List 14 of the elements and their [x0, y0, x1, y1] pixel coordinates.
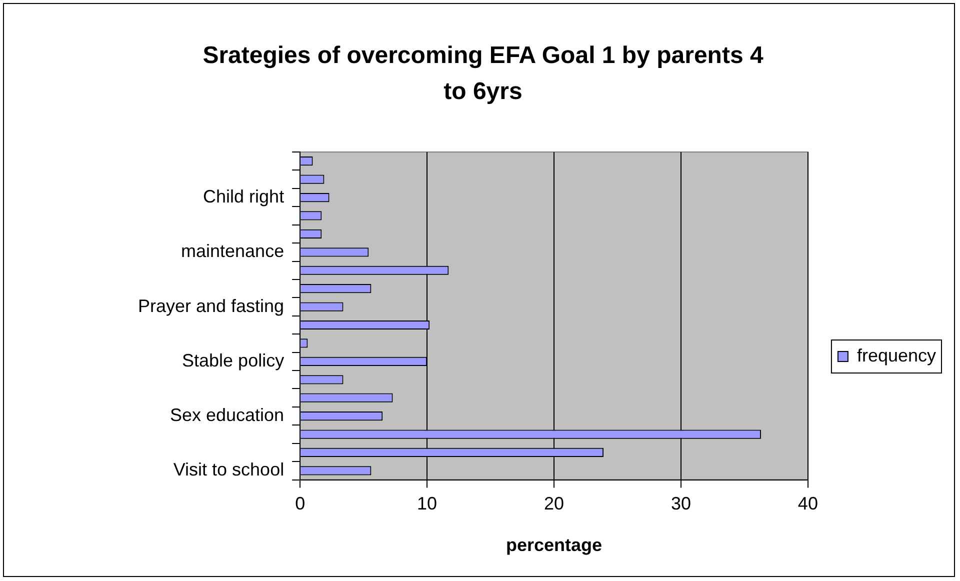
x-tick-label: 0 [295, 494, 306, 514]
x-tick-label: 20 [544, 494, 564, 514]
chart-title: Srategies of overcoming EFA Goal 1 by parents 4 to 6yrs [202, 41, 764, 107]
y-tick-label: Stable policy [182, 350, 284, 370]
y-tick-label: maintenance [181, 241, 284, 262]
legend-label: frequency [856, 345, 936, 366]
x-axis-title: percentage [506, 535, 602, 556]
y-tick-label: Visit to school [173, 460, 284, 480]
x-tick-label: 30 [670, 494, 691, 514]
x-tick-label: 10 [417, 494, 438, 514]
y-tick-label: Child right [203, 186, 284, 206]
y-tick-label: Sex education [170, 405, 284, 426]
y-tick-label: Prayer and fasting [138, 296, 284, 316]
x-tick-label: 40 [798, 494, 818, 514]
